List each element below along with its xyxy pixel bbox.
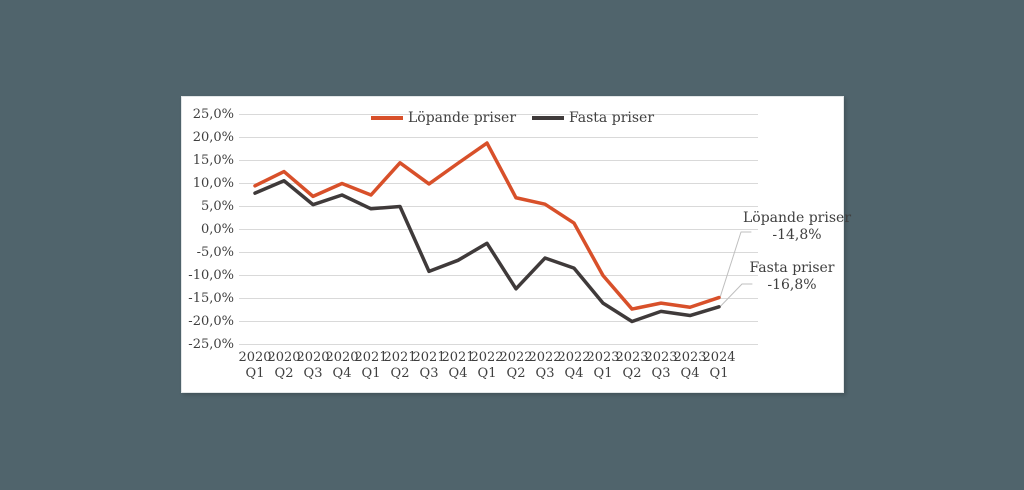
x-axis-label: 2021 Q4 — [441, 350, 475, 382]
y-axis-tick-label: 0,0% — [200, 221, 234, 237]
callout-value: -14,8% — [772, 227, 822, 243]
x-axis-label-quarter: Q3 — [303, 366, 323, 381]
callout-fasta-priser: Fasta priser -16,8% — [737, 260, 847, 294]
x-axis-label-year: 2021 — [354, 350, 388, 365]
x-axis-label: 2021 Q1 — [354, 350, 388, 382]
x-axis-label-quarter: Q4 — [448, 366, 468, 381]
x-axis-label: 2020 Q1 — [238, 350, 272, 382]
legend-item-fasta-priser: Fasta priser — [532, 110, 654, 126]
x-axis-label: 2020 Q2 — [267, 350, 301, 382]
x-axis-label-quarter: Q2 — [274, 366, 294, 381]
y-axis-tick-label: -10,0% — [188, 267, 234, 283]
chart-canvas — [239, 114, 758, 345]
x-axis-label-year: 2024 — [702, 350, 736, 365]
x-axis-label-quarter: Q4 — [680, 366, 700, 381]
x-axis-label-year: 2021 — [441, 350, 475, 365]
series-line-fasta-priser — [253, 178, 721, 324]
x-axis-label-year: 2021 — [383, 350, 417, 365]
y-axis-tick-label: 10,0% — [192, 175, 234, 191]
x-axis-label: 2022 Q1 — [470, 350, 504, 382]
callout-label: Fasta priser — [749, 260, 835, 276]
x-axis-label-year: 2022 — [557, 350, 591, 365]
legend-line-swatch-orange — [370, 116, 403, 120]
x-axis-label-year: 2020 — [296, 350, 330, 365]
x-axis-label-quarter: Q2 — [390, 366, 410, 381]
x-axis-label-year: 2023 — [673, 350, 707, 365]
x-axis-label-year: 2021 — [412, 350, 446, 365]
x-axis-label: 2023 Q1 — [586, 350, 620, 382]
x-axis-label-quarter: Q2 — [506, 366, 526, 381]
x-axis-label: 2021 Q3 — [412, 350, 446, 382]
y-axis-tick-label: -15,0% — [188, 290, 234, 306]
y-axis-tick-label: 5,0% — [200, 198, 234, 214]
y-axis-tick-label: -20,0% — [188, 313, 234, 329]
x-axis-label-year: 2023 — [644, 350, 678, 365]
x-axis-label-quarter: Q3 — [419, 366, 439, 381]
x-axis-label-quarter: Q4 — [564, 366, 584, 381]
x-axis-label: 2023 Q2 — [615, 350, 649, 382]
x-axis-label-year: 2020 — [238, 350, 272, 365]
x-axis-label: 2022 Q3 — [528, 350, 562, 382]
x-axis-label-quarter: Q1 — [709, 366, 729, 381]
x-axis-label-year: 2022 — [499, 350, 533, 365]
x-axis-label-year: 2020 — [325, 350, 359, 365]
legend-label: Löpande priser — [407, 110, 517, 126]
y-axis-tick-label: -25,0% — [188, 336, 234, 352]
series-line-lopande-priser — [253, 141, 721, 311]
x-axis-label-quarter: Q1 — [361, 366, 381, 381]
y-axis-tick-label: 25,0% — [192, 106, 234, 122]
x-axis-label-year: 2022 — [528, 350, 562, 365]
legend: Löpande priser Fasta priser — [182, 110, 843, 126]
x-axis-label: 2020 Q3 — [296, 350, 330, 382]
chart-card: 25,0% 20,0% 15,0% 10,0% 5,0% 0,0% -5,0% -10,0% -… — [181, 96, 851, 393]
legend-line-swatch-dark — [532, 116, 565, 120]
callout-label: Löpande priser — [742, 210, 852, 226]
x-axis-label-quarter: Q3 — [651, 366, 671, 381]
x-axis-label-quarter: Q3 — [535, 366, 555, 381]
legend-label: Fasta priser — [569, 110, 655, 126]
x-axis-label-quarter: Q4 — [332, 366, 352, 381]
callout-value: -16,8% — [767, 277, 817, 293]
callout-leader-fasta — [719, 283, 753, 308]
x-axis-label-quarter: Q1 — [477, 366, 497, 381]
legend-item-lopande-priser: Löpande priser — [370, 110, 517, 126]
x-axis-label: 2022 Q2 — [499, 350, 533, 382]
callout-leader-lopande — [719, 231, 752, 299]
x-axis-label-year: 2023 — [586, 350, 620, 365]
x-axis-label-year: 2020 — [267, 350, 301, 365]
x-axis-label-quarter: Q1 — [245, 366, 265, 381]
x-axis-label: 2023 Q3 — [644, 350, 678, 382]
x-axis-label: 2022 Q4 — [557, 350, 591, 382]
x-axis-label-year: 2022 — [470, 350, 504, 365]
x-axis-label-quarter: Q2 — [622, 366, 642, 381]
x-axis-label: 2020 Q4 — [325, 350, 359, 382]
x-axis-label: 2021 Q2 — [383, 350, 417, 382]
x-axis-label: 2024 Q1 — [702, 350, 736, 382]
callout-lopande-priser: Löpande priser -14,8% — [737, 210, 857, 244]
x-axis-label: 2023 Q4 — [673, 350, 707, 382]
x-axis-label-quarter: Q1 — [593, 366, 613, 381]
y-axis-tick-label: 20,0% — [192, 129, 234, 145]
y-axis-tick-label: 15,0% — [192, 152, 234, 168]
y-axis-tick-label: -5,0% — [196, 244, 234, 260]
x-axis-label-year: 2023 — [615, 350, 649, 365]
